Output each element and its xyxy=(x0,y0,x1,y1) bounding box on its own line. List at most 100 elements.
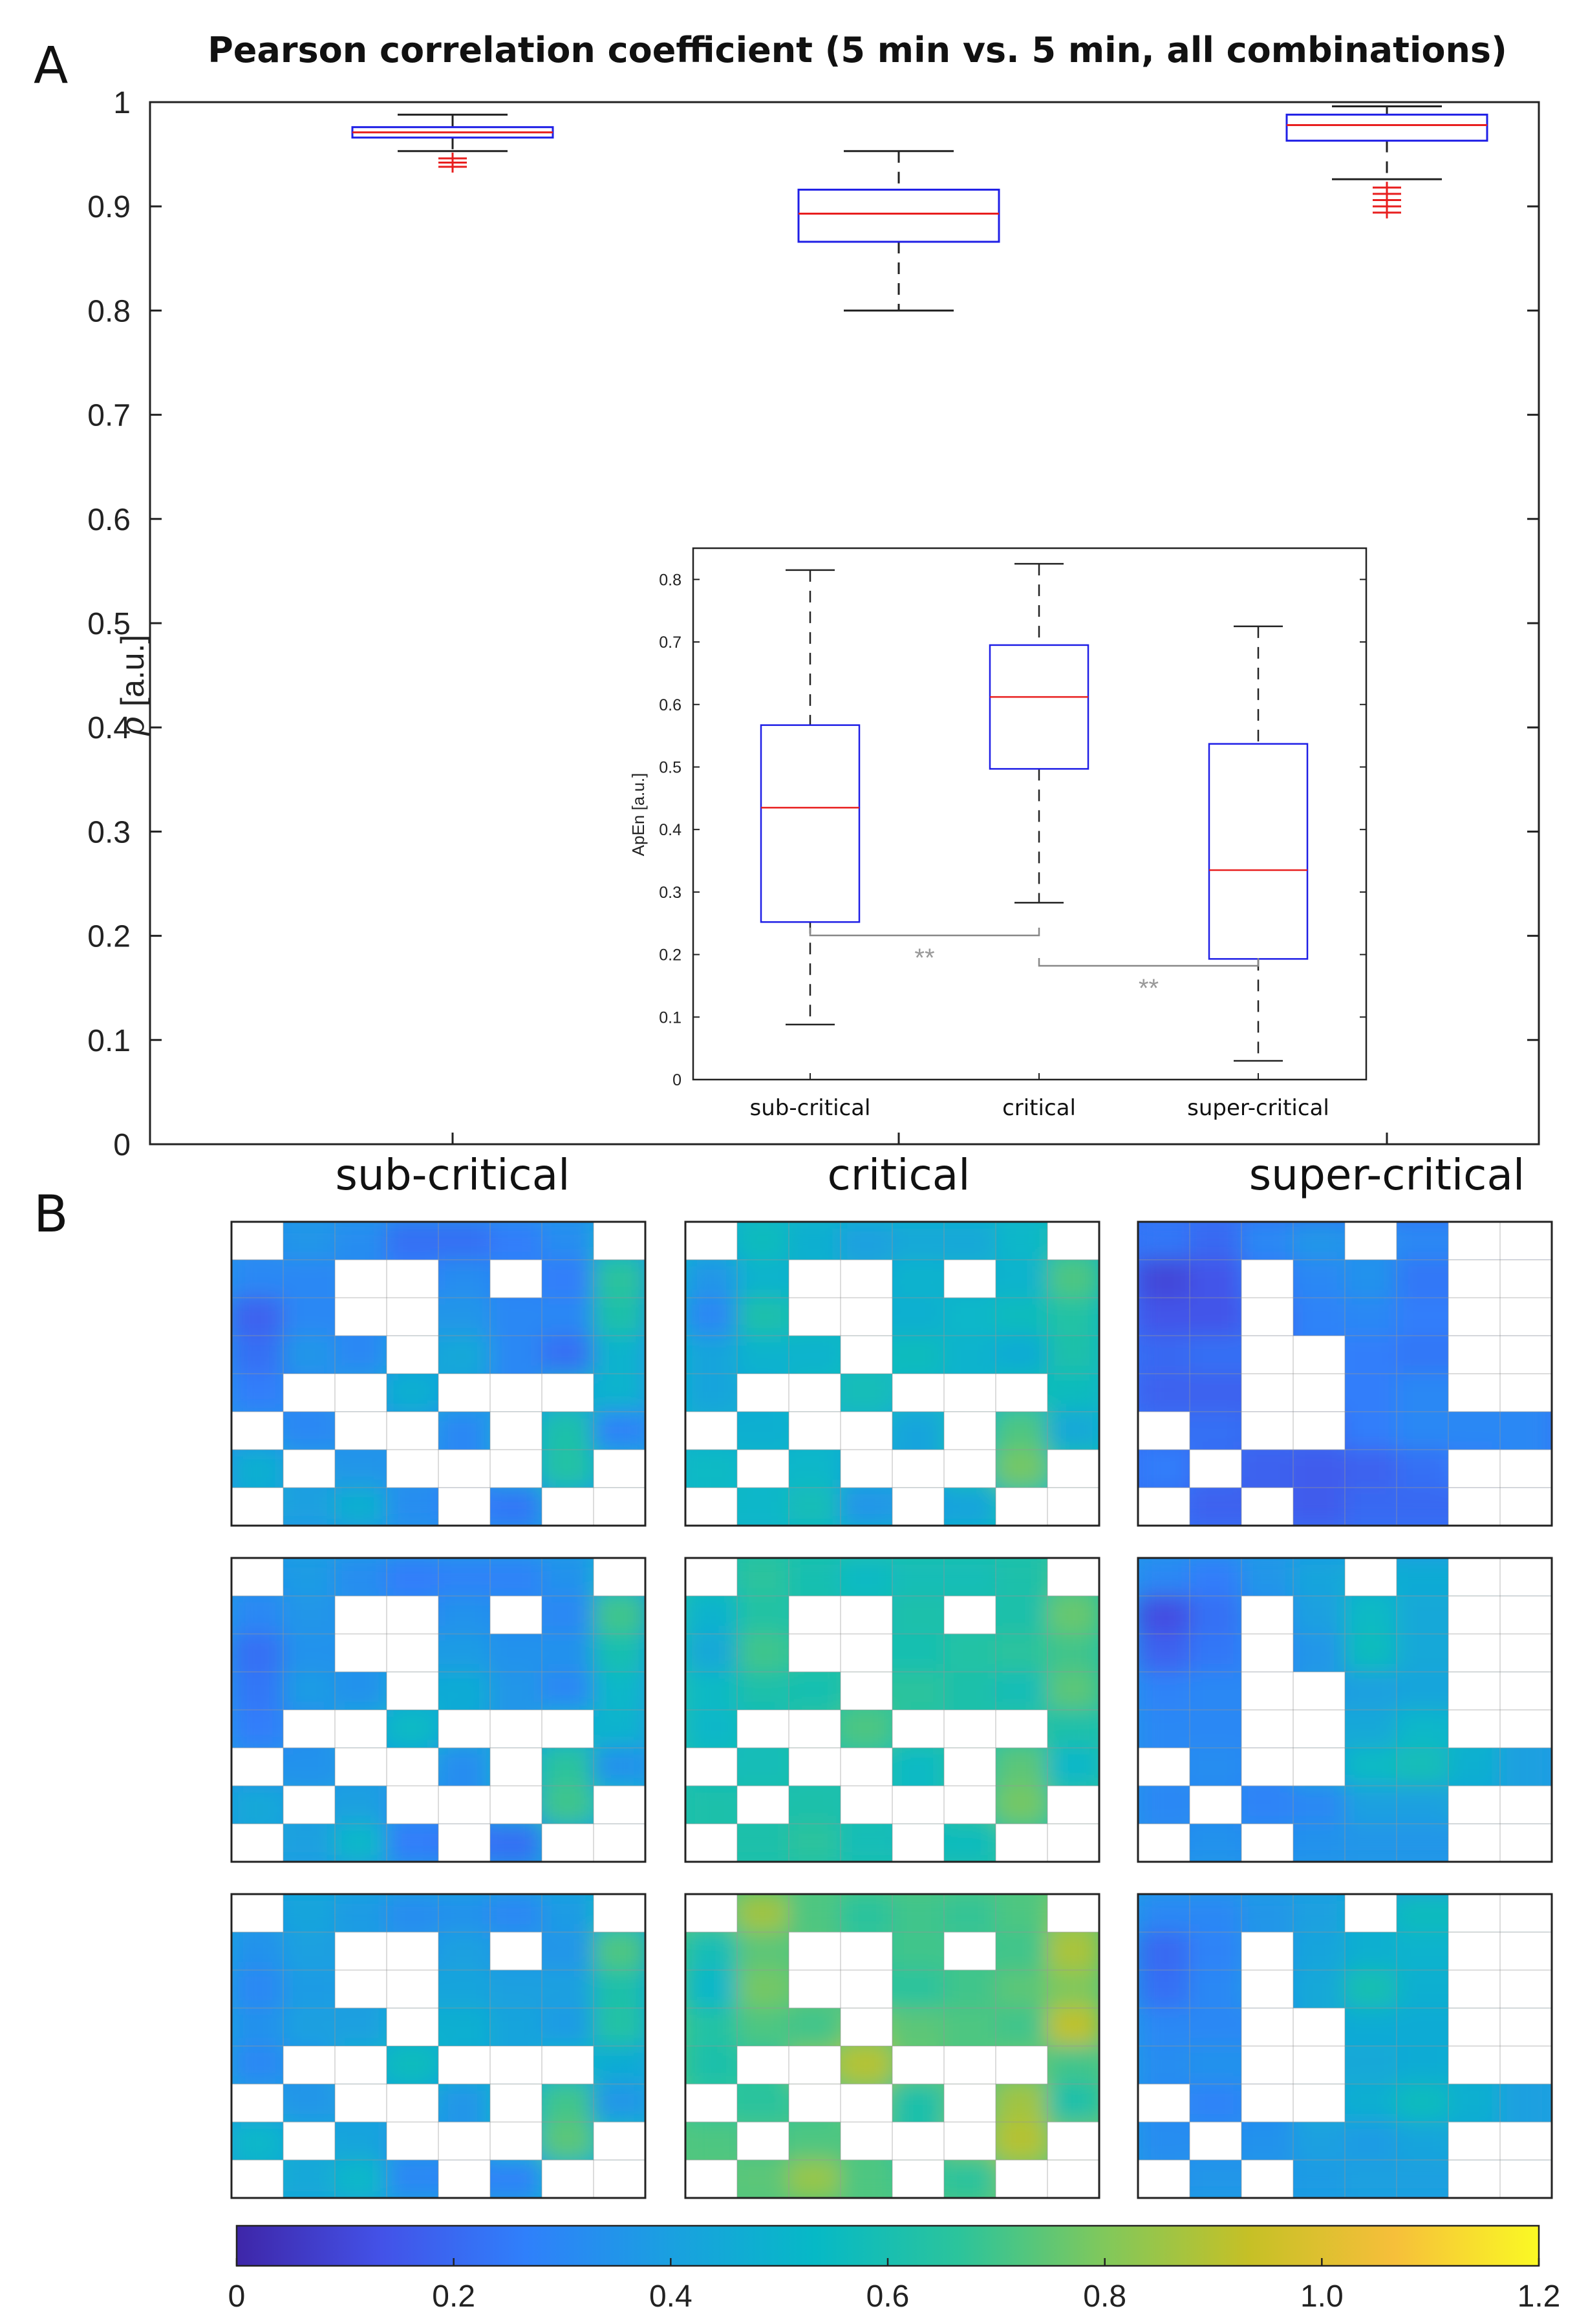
heatmap-cell xyxy=(1047,2083,1099,2123)
heatmap-cell xyxy=(593,2045,645,2085)
heatmap-empty-cell xyxy=(1500,1672,1552,1710)
inset-ytick-label: 0.7 xyxy=(659,634,681,652)
heatmap-content xyxy=(1138,1894,1552,2198)
heatmap-empty-cell xyxy=(387,2008,438,2046)
heatmap-empty-cell xyxy=(387,1634,438,1672)
heatmap-cell xyxy=(1344,1823,1397,1862)
heatmap-cell xyxy=(283,1894,336,1933)
heatmap-cell xyxy=(489,1823,542,1862)
heatmap-empty-cell xyxy=(1241,1932,1293,1970)
heatmap-cell xyxy=(334,1823,387,1862)
heatmap-cell xyxy=(685,1297,738,1337)
heatmap-empty-cell xyxy=(892,1374,944,1412)
heatmap-cell xyxy=(995,1747,1048,1787)
heatmap-frame xyxy=(230,1221,647,1527)
heatmap-cell xyxy=(685,1709,738,1749)
heatmap-empty-cell xyxy=(944,1411,996,1450)
heatmap-cell xyxy=(1499,1411,1552,1451)
heatmap-cell xyxy=(283,1633,336,1673)
heatmap-cell xyxy=(1047,1373,1099,1413)
heatmap-cell xyxy=(1189,1222,1242,1261)
heatmap-empty-cell xyxy=(1500,2122,1552,2160)
heatmap-cell xyxy=(788,2121,841,2161)
heatmap-cell xyxy=(489,1558,542,1597)
heatmap-cell xyxy=(788,1671,841,1711)
heatmap-empty-cell xyxy=(231,1487,283,1526)
heatmap-cell xyxy=(1138,1373,1190,1413)
heatmap-cell xyxy=(438,1671,491,1711)
heatmap-cell xyxy=(541,1671,594,1711)
colorbar-tick-label: 1.2 xyxy=(1518,2279,1561,2314)
heatmap-empty-cell xyxy=(387,1297,438,1336)
heatmap-cell xyxy=(283,2083,336,2123)
heatmap-cell xyxy=(736,1411,789,1451)
heatmap-cell xyxy=(386,1709,439,1749)
heatmap-cell xyxy=(1344,1335,1397,1374)
heatmap-cell xyxy=(892,2083,945,2123)
heatmap-empty-cell xyxy=(789,2084,841,2122)
heatmap-cell xyxy=(1138,1894,1190,1933)
heatmap-cell xyxy=(892,1297,945,1337)
heatmap-cell xyxy=(231,2045,284,2085)
heatmap-cell xyxy=(1047,2045,1099,2085)
heatmap-empty-cell xyxy=(789,1297,841,1336)
heatmap-cell xyxy=(1396,2159,1449,2198)
heatmap-cell xyxy=(438,1595,491,1635)
heatmap-cell xyxy=(1241,1894,1294,1933)
heatmap-cell xyxy=(1241,1222,1294,1261)
heatmap-frame xyxy=(684,1221,1100,1527)
heatmap-empty-cell xyxy=(1448,1449,1500,1488)
heatmap-empty-cell xyxy=(1345,1894,1397,1932)
heatmap-cell xyxy=(1047,1259,1099,1299)
heatmap-cell xyxy=(840,1558,893,1597)
heatmap-empty-cell xyxy=(1047,1824,1099,1862)
heatmap-cell xyxy=(685,1595,738,1635)
heatmap-cell xyxy=(1138,1222,1190,1261)
heatmap-empty-cell xyxy=(944,1710,996,1748)
heatmap-empty-cell xyxy=(231,1747,283,1786)
heatmap-cell xyxy=(788,1823,841,1862)
chart-a-ytick-label: 0.6 xyxy=(87,503,131,537)
inset-ylabel-group: ApEn [a.u.] xyxy=(628,773,648,857)
heatmap-empty-cell xyxy=(387,1336,438,1374)
heatmap-cell xyxy=(334,2121,387,2161)
heatmap-empty-cell xyxy=(1138,1824,1190,1862)
heatmap-cell xyxy=(438,2007,491,2047)
inset-ytick-label: 0 xyxy=(672,1071,681,1089)
heatmap-empty-cell xyxy=(387,2084,438,2122)
heatmap-cell xyxy=(1189,1297,1242,1337)
heatmap-empty-cell xyxy=(1241,1747,1293,1786)
heatmap-empty-cell xyxy=(841,1259,892,1298)
heatmap-empty-cell xyxy=(231,2160,283,2198)
heatmap-cell xyxy=(995,1558,1048,1597)
heatmap-empty-cell xyxy=(1500,2046,1552,2084)
heatmap-empty-cell xyxy=(335,1411,387,1450)
heatmap-empty-cell xyxy=(737,1449,789,1488)
heatmap-empty-cell xyxy=(283,1710,335,1748)
heatmap-cell xyxy=(1189,1259,1242,1299)
heatmap-empty-cell xyxy=(335,1932,387,1970)
heatmap-content xyxy=(231,1558,645,1862)
heatmap-cell xyxy=(489,1222,542,1261)
heatmap-empty-cell xyxy=(438,1824,490,1862)
heatmap-empty-cell xyxy=(1293,1710,1345,1748)
heatmap-cell xyxy=(541,1969,594,2009)
heatmap-cell xyxy=(995,1894,1048,1933)
heatmap-cell xyxy=(892,1558,945,1597)
heatmap-empty-cell xyxy=(594,1558,645,1596)
heatmap-empty-cell xyxy=(231,2084,283,2122)
heatmap-empty-cell xyxy=(944,1932,996,1970)
heatmap-empty-cell xyxy=(892,2046,944,2084)
heatmap-empty-cell xyxy=(892,1786,944,1824)
heatmap-cell xyxy=(788,1449,841,1489)
heatmap-cell xyxy=(334,1894,387,1933)
heatmap-cell xyxy=(1138,1449,1190,1489)
heatmap-cell xyxy=(1138,1595,1190,1635)
heatmap-cell xyxy=(231,1969,284,2009)
heatmap-empty-cell xyxy=(841,1634,892,1672)
heatmap-cell xyxy=(1241,2121,1294,2161)
chart-a-ytick-label: 0.5 xyxy=(87,607,131,641)
heatmap-cell xyxy=(1241,1785,1294,1825)
heatmap-content xyxy=(1138,1222,1552,1526)
heatmap-cell xyxy=(1293,1969,1346,2009)
